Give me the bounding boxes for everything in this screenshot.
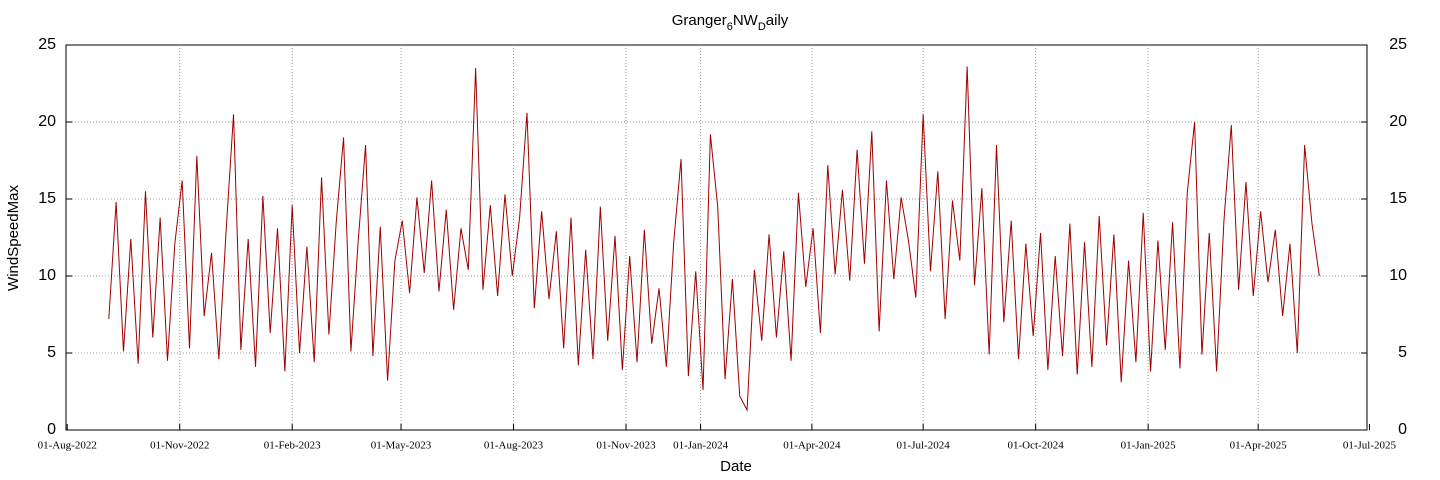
x-tick-label: 01-Jul-2025 [1343, 440, 1397, 452]
data-line [108, 66, 1320, 412]
x-tick-label: 01-Nov-2022 [150, 440, 209, 452]
x-tick-label: 01-Apr-2025 [1230, 440, 1288, 452]
y2-tick-label: 20 [1389, 113, 1407, 130]
y2-tick-label: 0 [1398, 421, 1407, 438]
x-tick-label: 01-Jan-2025 [1121, 440, 1176, 452]
y2-tick-label: 5 [1398, 344, 1407, 361]
y-tick-label: 15 [38, 190, 56, 207]
y-tick-label: 10 [38, 267, 56, 284]
title-part: NW [733, 12, 759, 29]
x-axis-label: Date [720, 458, 752, 475]
x-tick-label: 01-Jan-2024 [673, 440, 728, 452]
x-tick-label: 01-Oct-2024 [1008, 440, 1065, 452]
y-axis-label: WindSpeedMax [5, 185, 22, 291]
chart-title: Granger6NWDaily [672, 12, 789, 33]
y2-tick-label: 15 [1389, 190, 1407, 207]
y2-tick-label: 10 [1389, 267, 1407, 284]
y-tick-label: 5 [47, 344, 56, 361]
y-tick-label: 25 [38, 36, 56, 53]
x-tick-label: 01-Feb-2023 [264, 440, 321, 452]
title-part: D [758, 21, 766, 33]
y-tick-label: 0 [47, 421, 56, 438]
x-tick-label: 01-Jul-2024 [897, 440, 951, 452]
title-part: Granger [672, 12, 727, 29]
x-tick-label: 01-Aug-2023 [484, 440, 544, 452]
title-part: 6 [727, 21, 733, 33]
plot-frame [65, 44, 1368, 431]
y-tick-label: 20 [38, 113, 56, 130]
x-tick-label: 01-May-2023 [371, 440, 432, 452]
title-part: aily [766, 12, 789, 29]
x-tick-label: 01-Apr-2024 [783, 440, 841, 452]
y2-tick-label: 25 [1389, 36, 1407, 53]
x-tick-label: 01-Nov-2023 [596, 440, 656, 452]
x-tick-label: 01-Aug-2022 [38, 440, 97, 452]
